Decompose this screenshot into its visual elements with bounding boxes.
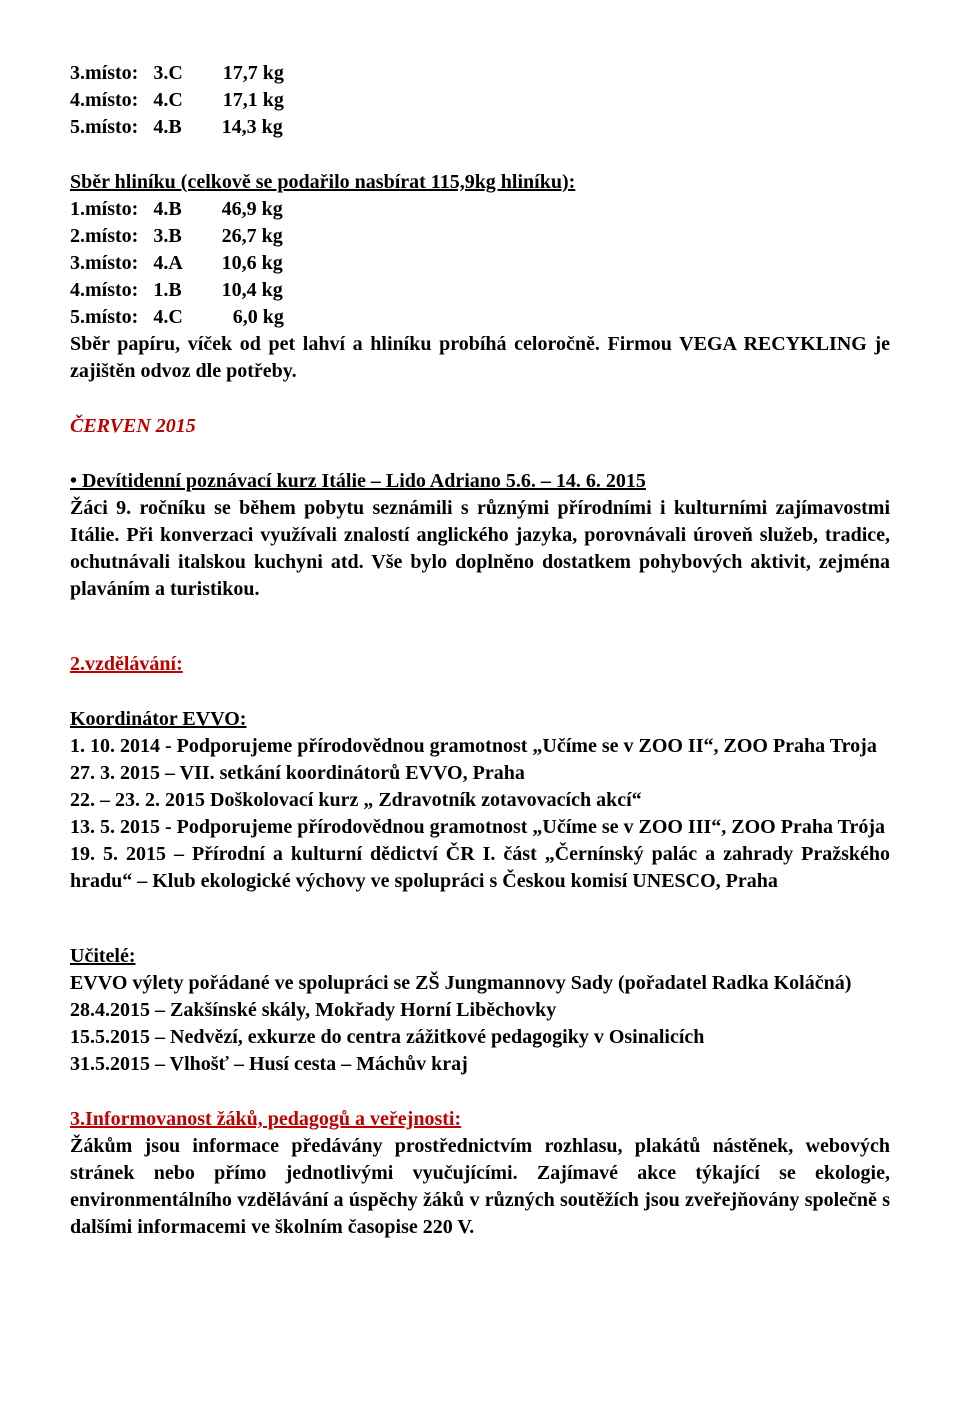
koord-line: 27. 3. 2015 – VII. setkání koordinátorů …	[70, 760, 890, 787]
italy-paragraph: Žáci 9. ročníku se během pobytu seznámil…	[70, 495, 890, 603]
section3-paragraph: Žákům jsou informace předávány prostředn…	[70, 1133, 890, 1241]
ucitele-intro: EVVO výlety pořádané ve spolupráci se ZŠ…	[70, 970, 890, 997]
ranking-list-2: 1.místo: 4.B 46,9 kg 2.místo: 3.B 26,7 k…	[70, 196, 890, 331]
ranking-row: 3.místo: 4.A 10,6 kg	[70, 250, 890, 277]
ranking-row: 4.místo: 1.B 10,4 kg	[70, 277, 890, 304]
ranking-row: 4.místo: 4.C 17,1 kg	[70, 87, 890, 114]
ranking-row: 1.místo: 4.B 46,9 kg	[70, 196, 890, 223]
koord-line: 1. 10. 2014 - Podporujeme přírodovědnou …	[70, 733, 890, 760]
ranking-row: 3.místo: 3.C 17,7 kg	[70, 60, 890, 87]
section3-heading: 3.Informovanost žáků, pedagogů a veřejno…	[70, 1106, 890, 1133]
ucitele-heading: Učitelé:	[70, 945, 136, 967]
koord-line: 13. 5. 2015 - Podporujeme přírodovědnou …	[70, 814, 890, 841]
cerven-heading: ČERVEN 2015	[70, 413, 890, 440]
ucitele-line: 15.5.2015 – Nedvězí, exkurze do centra z…	[70, 1024, 890, 1051]
ucitele-line: 31.5.2015 – Vlhošť – Husí cesta – Máchův…	[70, 1051, 890, 1078]
ranking-row: 2.místo: 3.B 26,7 kg	[70, 223, 890, 250]
ucitele-line: 28.4.2015 – Zakšínské skály, Mokřady Hor…	[70, 997, 890, 1024]
aluminum-heading: Sběr hliníku (celkově se podařilo nasbír…	[70, 169, 890, 196]
koord-line: 19. 5. 2015 – Přírodní a kulturní dědict…	[70, 841, 890, 895]
koordinator-heading: Koordinátor EVVO:	[70, 706, 890, 733]
paper-note: Sběr papíru, víček od pet lahví a hliník…	[70, 331, 890, 385]
koord-line: 22. – 23. 2. 2015 Doškolovací kurz „ Zdr…	[70, 787, 890, 814]
section2-heading: 2.vzdělávání:	[70, 653, 183, 675]
ranking-row: 5.místo: 4.C 6,0 kg	[70, 304, 890, 331]
italy-bullet: • Devítidenní poznávací kurz Itálie – Li…	[70, 468, 890, 495]
ranking-row: 5.místo: 4.B 14,3 kg	[70, 114, 890, 141]
ranking-list-1: 3.místo: 3.C 17,7 kg 4.místo: 4.C 17,1 k…	[70, 60, 890, 141]
